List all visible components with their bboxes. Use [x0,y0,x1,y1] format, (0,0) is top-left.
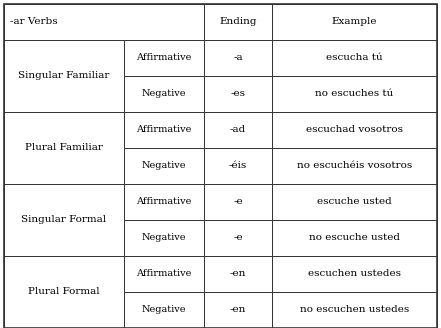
Bar [272,292,437,328]
Bar [204,112,272,148]
Bar [124,148,204,184]
Text: Singular Formal: Singular Formal [22,215,107,224]
Bar [204,76,272,112]
Text: no escuche usted: no escuche usted [309,234,400,242]
Text: escuchad vosotros: escuchad vosotros [306,126,403,134]
Text: -éis: -éis [229,161,247,171]
Text: Negative: Negative [142,305,186,315]
Text: -e: -e [233,234,243,242]
Text: no escuchéis vosotros: no escuchéis vosotros [297,161,412,171]
Bar [272,112,437,148]
Text: -es: -es [231,90,246,98]
Text: Negative: Negative [142,161,186,171]
Bar [272,220,437,256]
Text: Plural Familiar: Plural Familiar [25,144,103,153]
Bar [272,256,437,292]
Text: no escuchen ustedes: no escuchen ustedes [300,305,409,315]
Text: Affirmative: Affirmative [136,197,192,207]
Bar [4,184,124,256]
Text: -a: -a [233,53,243,63]
Bar [124,220,204,256]
Bar [272,148,437,184]
Text: Ending: Ending [219,17,257,27]
Bar [204,40,272,76]
Text: escuchen ustedes: escuchen ustedes [308,270,401,278]
Text: Plural Formal: Plural Formal [28,288,100,297]
Bar [204,148,272,184]
Text: escuche usted: escuche usted [317,197,392,207]
Bar [272,40,437,76]
Text: no escuches tú: no escuches tú [315,90,394,98]
Bar [4,112,124,184]
Bar [272,4,437,40]
Bar [124,40,204,76]
Text: escucha tú: escucha tú [326,53,383,63]
Bar [124,76,204,112]
Text: Negative: Negative [142,234,186,242]
Bar [204,220,272,256]
Text: -en: -en [230,305,246,315]
Bar [272,76,437,112]
Text: -ad: -ad [230,126,246,134]
Text: Negative: Negative [142,90,186,98]
Text: Example: Example [332,17,377,27]
Text: Affirmative: Affirmative [136,270,192,278]
Text: Affirmative: Affirmative [136,53,192,63]
Bar [4,40,124,112]
Bar [124,112,204,148]
Text: -e: -e [233,197,243,207]
Bar [124,256,204,292]
Bar [124,184,204,220]
Text: Affirmative: Affirmative [136,126,192,134]
Bar [204,292,272,328]
Bar [272,184,437,220]
Bar [4,4,204,40]
Bar [124,292,204,328]
Bar [204,256,272,292]
Bar [204,184,272,220]
Bar [204,4,272,40]
Bar [4,256,124,328]
Text: Singular Familiar: Singular Familiar [19,72,110,80]
Text: -ar Verbs: -ar Verbs [10,17,58,27]
Text: -en: -en [230,270,246,278]
